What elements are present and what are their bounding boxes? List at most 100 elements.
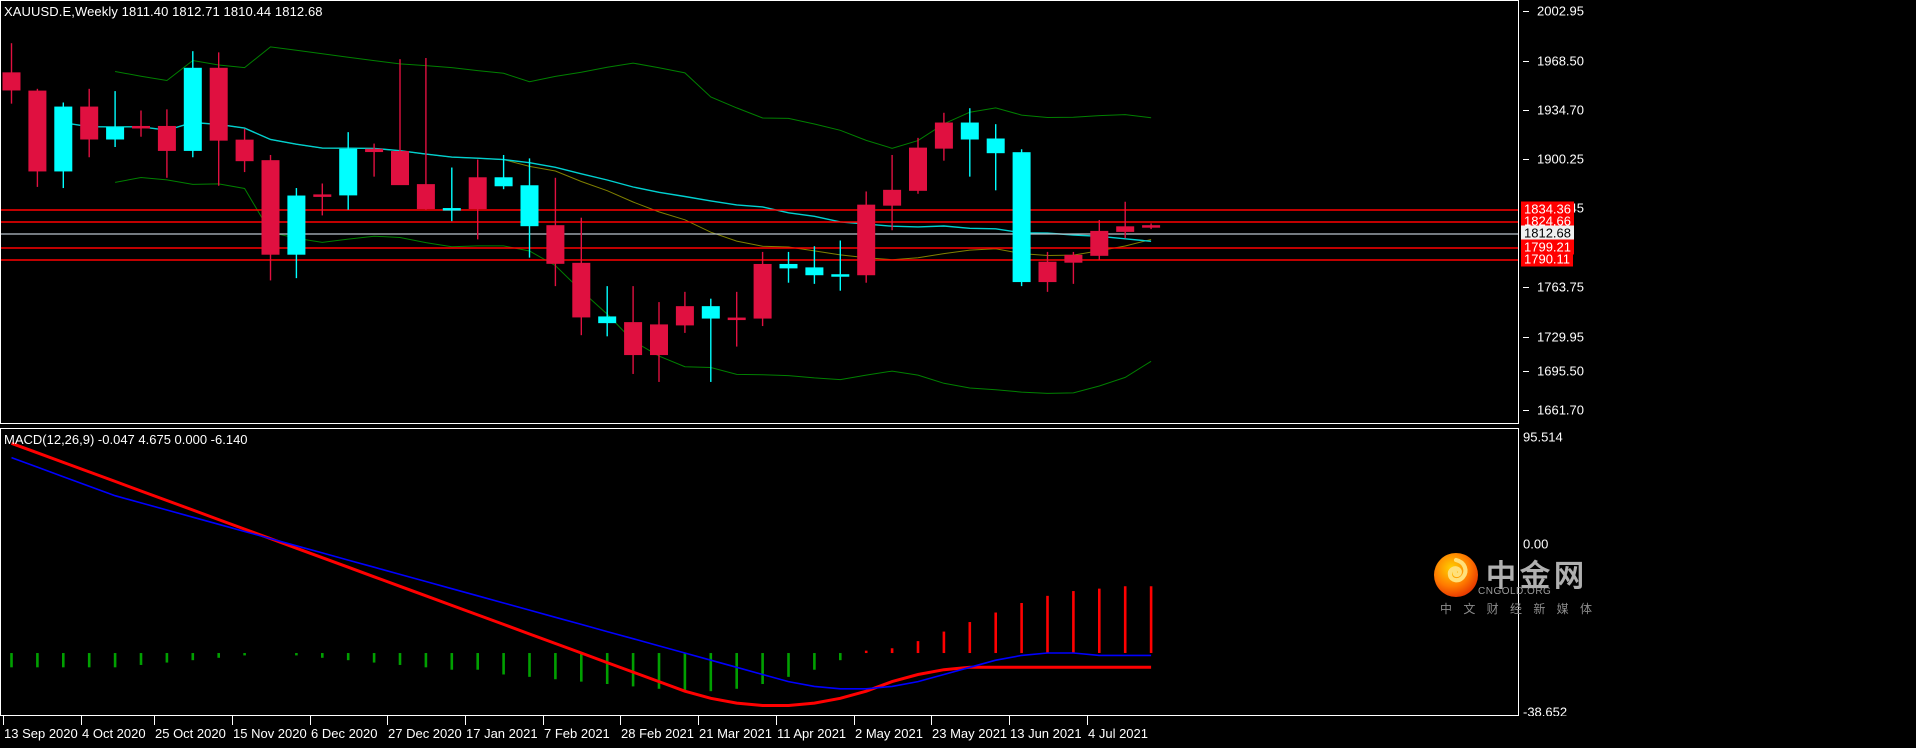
candle-body — [934, 122, 953, 149]
candle-body — [339, 148, 358, 196]
candle-body — [986, 138, 1005, 154]
price-tick-label: 2002.95 — [1537, 3, 1584, 19]
svg-text:金: 金 — [1519, 559, 1551, 593]
macd-scale-label: 0.00 — [1523, 536, 1549, 552]
candle-body — [54, 106, 73, 172]
candle-body — [1064, 254, 1083, 263]
macd-main-line — [10, 441, 1152, 707]
time-axis-label: 2 May 2021 — [855, 726, 923, 741]
time-axis-label: 4 Oct 2020 — [82, 726, 146, 741]
candlestick — [624, 286, 643, 374]
candlestick — [2, 43, 21, 104]
price-level-tag[interactable]: 1812.68 — [1521, 225, 1574, 241]
price-scale-axis[interactable]: 2002.951968.501934.701900.251866.451763.… — [1519, 0, 1916, 720]
price-tick-mark — [1523, 159, 1529, 160]
candle-body — [1090, 230, 1109, 256]
chart-title-label: XAUUSD.E,Weekly 1811.40 1812.71 1810.44 … — [4, 4, 323, 19]
candle-body — [727, 317, 746, 321]
cngold-watermark-logo: 中 金 网 — [1434, 553, 1584, 597]
candlestick — [934, 112, 953, 161]
candlestick — [909, 137, 927, 194]
time-scale-axis[interactable]: 13 Sep 2020 4 Oct 2020 25 Oct 2020 15 Nov 2… — [0, 716, 1916, 748]
candle-body — [235, 139, 254, 162]
candlestick — [106, 91, 125, 147]
time-axis-label: 28 Feb 2021 — [621, 726, 695, 741]
candlestick — [1090, 219, 1109, 260]
candlestick — [183, 51, 202, 158]
time-tick-separator — [620, 716, 621, 725]
candlestick — [365, 143, 384, 177]
macd-indicator-label: MACD(12,26,9) -0.047 4.675 0.000 -6.140 — [4, 432, 248, 447]
time-tick-separator — [81, 716, 82, 725]
candlestick — [261, 154, 280, 281]
moving-average-line — [63, 121, 1152, 242]
time-tick-separator — [387, 716, 388, 725]
time-axis-label: 21 Mar 2021 — [699, 726, 772, 741]
svg-text:网: 网 — [1554, 560, 1584, 593]
price-chart-pane[interactable] — [0, 0, 1519, 424]
candle-body — [209, 67, 228, 141]
candle-body — [753, 263, 772, 319]
candle-body — [365, 148, 384, 153]
candlestick — [1038, 251, 1057, 292]
candle-body — [2, 72, 21, 91]
candlestick — [157, 109, 176, 178]
candlestick — [650, 302, 668, 382]
candlestick — [468, 159, 487, 240]
time-axis-label: 11 Apr 2021 — [777, 726, 847, 741]
candlestick — [416, 58, 435, 210]
candle-body — [1116, 226, 1135, 232]
candlestick — [546, 177, 565, 287]
candle-body — [468, 177, 487, 210]
candle-body — [675, 306, 694, 326]
candlestick — [442, 167, 461, 222]
candle-body — [1012, 152, 1031, 283]
time-axis-label: 6 Dec 2020 — [311, 726, 378, 741]
price-level-tag[interactable]: 1824.66 — [1521, 213, 1574, 229]
price-level-tag[interactable]: 1790.11 — [1521, 251, 1574, 267]
candlestick — [727, 291, 746, 347]
time-axis-label: 27 Dec 2020 — [388, 726, 462, 741]
candle-body — [287, 195, 306, 255]
price-plot-area[interactable] — [1, 1, 1518, 423]
candle-body — [416, 184, 435, 210]
price-level-tag[interactable]: 1799.21 — [1521, 239, 1574, 255]
price-tick-mark — [1523, 371, 1529, 372]
candle-body — [650, 324, 668, 356]
time-tick-separator — [854, 716, 855, 725]
price-tick-mark — [1523, 410, 1529, 411]
candlestick — [960, 108, 979, 177]
time-tick-separator — [776, 716, 777, 725]
candle-body — [520, 185, 539, 227]
price-tick-label: 1900.25 — [1537, 151, 1584, 167]
time-tick-separator — [465, 716, 466, 725]
candle-body — [261, 160, 280, 255]
price-tick-label: 1661.70 — [1537, 402, 1584, 418]
time-tick-separator — [543, 716, 544, 725]
candle-body — [1038, 261, 1057, 283]
candlestick — [391, 59, 409, 186]
candle-body — [909, 147, 927, 191]
candlestick — [1116, 201, 1135, 239]
candle-body — [805, 267, 824, 276]
svg-text:中: 中 — [1486, 560, 1516, 593]
candle-body — [546, 225, 565, 264]
candle-body — [1142, 225, 1161, 228]
candlestick — [54, 102, 73, 189]
candlestick — [132, 110, 150, 137]
macd-indicator-pane[interactable] — [0, 428, 1519, 716]
candle-body — [106, 127, 125, 140]
candlestick — [753, 251, 772, 327]
price-level-tag[interactable]: 1834.36 — [1521, 201, 1574, 217]
candlestick — [287, 188, 306, 279]
candlestick — [339, 132, 358, 210]
time-tick-separator — [1087, 716, 1088, 725]
price-tick-label: 1695.50 — [1537, 363, 1584, 379]
macd-plot-area[interactable] — [1, 429, 1518, 715]
candlestick — [779, 251, 798, 283]
bollinger-upper-band — [115, 46, 1152, 149]
time-tick-separator — [232, 716, 233, 725]
candle-body — [28, 90, 47, 172]
candlestick — [520, 158, 539, 258]
